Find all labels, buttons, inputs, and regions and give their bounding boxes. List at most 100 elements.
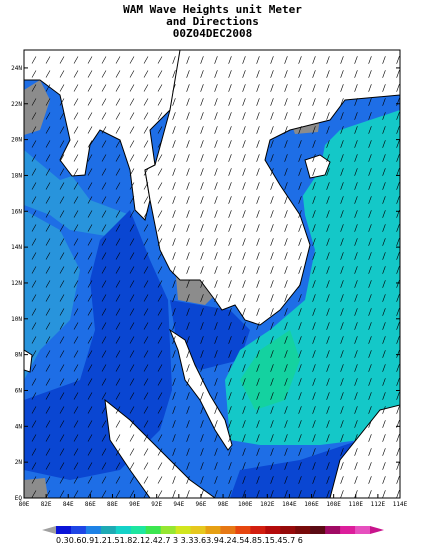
direction-arrow	[87, 98, 93, 106]
direction-arrow	[284, 462, 288, 470]
direction-arrow	[354, 238, 358, 246]
direction-arrow	[73, 420, 79, 428]
direction-arrow	[270, 308, 274, 316]
direction-arrow	[368, 238, 372, 246]
direction-arrow	[87, 420, 93, 428]
direction-arrow	[31, 224, 37, 232]
direction-arrow	[298, 490, 302, 498]
direction-arrow	[396, 294, 400, 302]
direction-arrow	[354, 266, 358, 274]
direction-arrow	[200, 56, 204, 64]
direction-arrow	[270, 70, 274, 78]
direction-arrow	[270, 476, 274, 484]
direction-arrow	[256, 448, 260, 456]
direction-arrow	[396, 280, 400, 288]
direction-arrow	[73, 378, 79, 386]
direction-arrow	[31, 364, 37, 372]
direction-arrow	[270, 154, 274, 162]
direction-arrow	[186, 84, 190, 92]
direction-arrow	[87, 196, 93, 204]
direction-arrow	[143, 294, 149, 302]
direction-arrow	[298, 266, 302, 274]
direction-arrow	[143, 448, 149, 456]
direction-arrow	[186, 490, 190, 498]
direction-arrow	[396, 238, 400, 246]
direction-arrow	[270, 56, 274, 64]
direction-arrow	[256, 224, 260, 232]
direction-arrow	[101, 350, 107, 358]
direction-arrow	[87, 126, 93, 134]
direction-arrow	[45, 476, 51, 484]
direction-arrow	[326, 420, 330, 428]
direction-arrow	[298, 126, 302, 134]
direction-arrow	[59, 406, 65, 414]
direction-arrow	[115, 448, 121, 456]
direction-arrow	[186, 392, 190, 400]
direction-arrow	[270, 126, 274, 134]
west-light-band	[24, 210, 80, 380]
colorbar-swatch	[160, 526, 177, 534]
direction-arrow	[284, 98, 288, 106]
direction-arrow	[340, 420, 344, 428]
direction-arrow	[172, 168, 176, 176]
direction-arrow	[270, 140, 274, 148]
direction-arrow	[298, 462, 302, 470]
direction-arrow	[45, 462, 51, 470]
direction-arrow	[87, 266, 93, 274]
direction-arrow	[284, 112, 288, 120]
direction-arrow	[73, 196, 79, 204]
map-date: 00Z04DEC2008	[172, 27, 253, 40]
direction-arrow	[157, 294, 163, 302]
direction-arrow	[45, 350, 51, 358]
direction-arrow	[172, 154, 176, 162]
direction-arrow	[298, 140, 302, 148]
direction-arrow	[312, 238, 316, 246]
direction-arrow	[396, 476, 400, 484]
direction-arrow	[129, 182, 135, 190]
direction-arrow	[284, 476, 288, 484]
missing-data-nw	[24, 80, 50, 135]
direction-arrow	[312, 70, 316, 78]
direction-arrow	[368, 154, 372, 162]
direction-arrow	[256, 126, 260, 134]
direction-arrow	[73, 392, 79, 400]
direction-arrow	[340, 98, 344, 106]
direction-arrow	[368, 182, 372, 190]
direction-arrow	[143, 476, 149, 484]
direction-arrow	[31, 392, 37, 400]
direction-arrow	[242, 462, 246, 470]
direction-arrow	[354, 154, 358, 162]
direction-arrow	[157, 224, 163, 232]
direction-arrow	[101, 196, 107, 204]
direction-arrow	[129, 406, 135, 414]
sumatra-land	[104, 398, 216, 498]
direction-arrow	[382, 448, 386, 456]
direction-arrow	[340, 70, 344, 78]
direction-arrow	[396, 392, 400, 400]
direction-arrow	[228, 98, 232, 106]
direction-arrow	[31, 448, 37, 456]
colorbar-swatch	[205, 526, 221, 534]
direction-arrow	[340, 294, 344, 302]
direction-arrow	[186, 336, 190, 344]
direction-arrow	[214, 308, 218, 316]
direction-arrow	[340, 210, 344, 218]
direction-arrow	[87, 84, 93, 92]
direction-arrow	[143, 336, 149, 344]
direction-arrow	[157, 434, 163, 442]
y-tick-label: 22N	[11, 101, 22, 108]
direction-arrow	[172, 210, 176, 218]
direction-arrow	[73, 490, 79, 498]
direction-arrow	[214, 364, 218, 372]
direction-arrow	[256, 420, 260, 428]
direction-arrow	[326, 210, 330, 218]
direction-arrow	[157, 406, 163, 414]
direction-arrow	[340, 308, 344, 316]
direction-arrow	[45, 238, 51, 246]
direction-arrow	[284, 378, 288, 386]
direction-arrow	[143, 238, 149, 246]
direction-arrow	[157, 322, 163, 330]
direction-arrow	[186, 252, 190, 260]
direction-arrow	[115, 182, 121, 190]
direction-arrow	[172, 434, 176, 442]
